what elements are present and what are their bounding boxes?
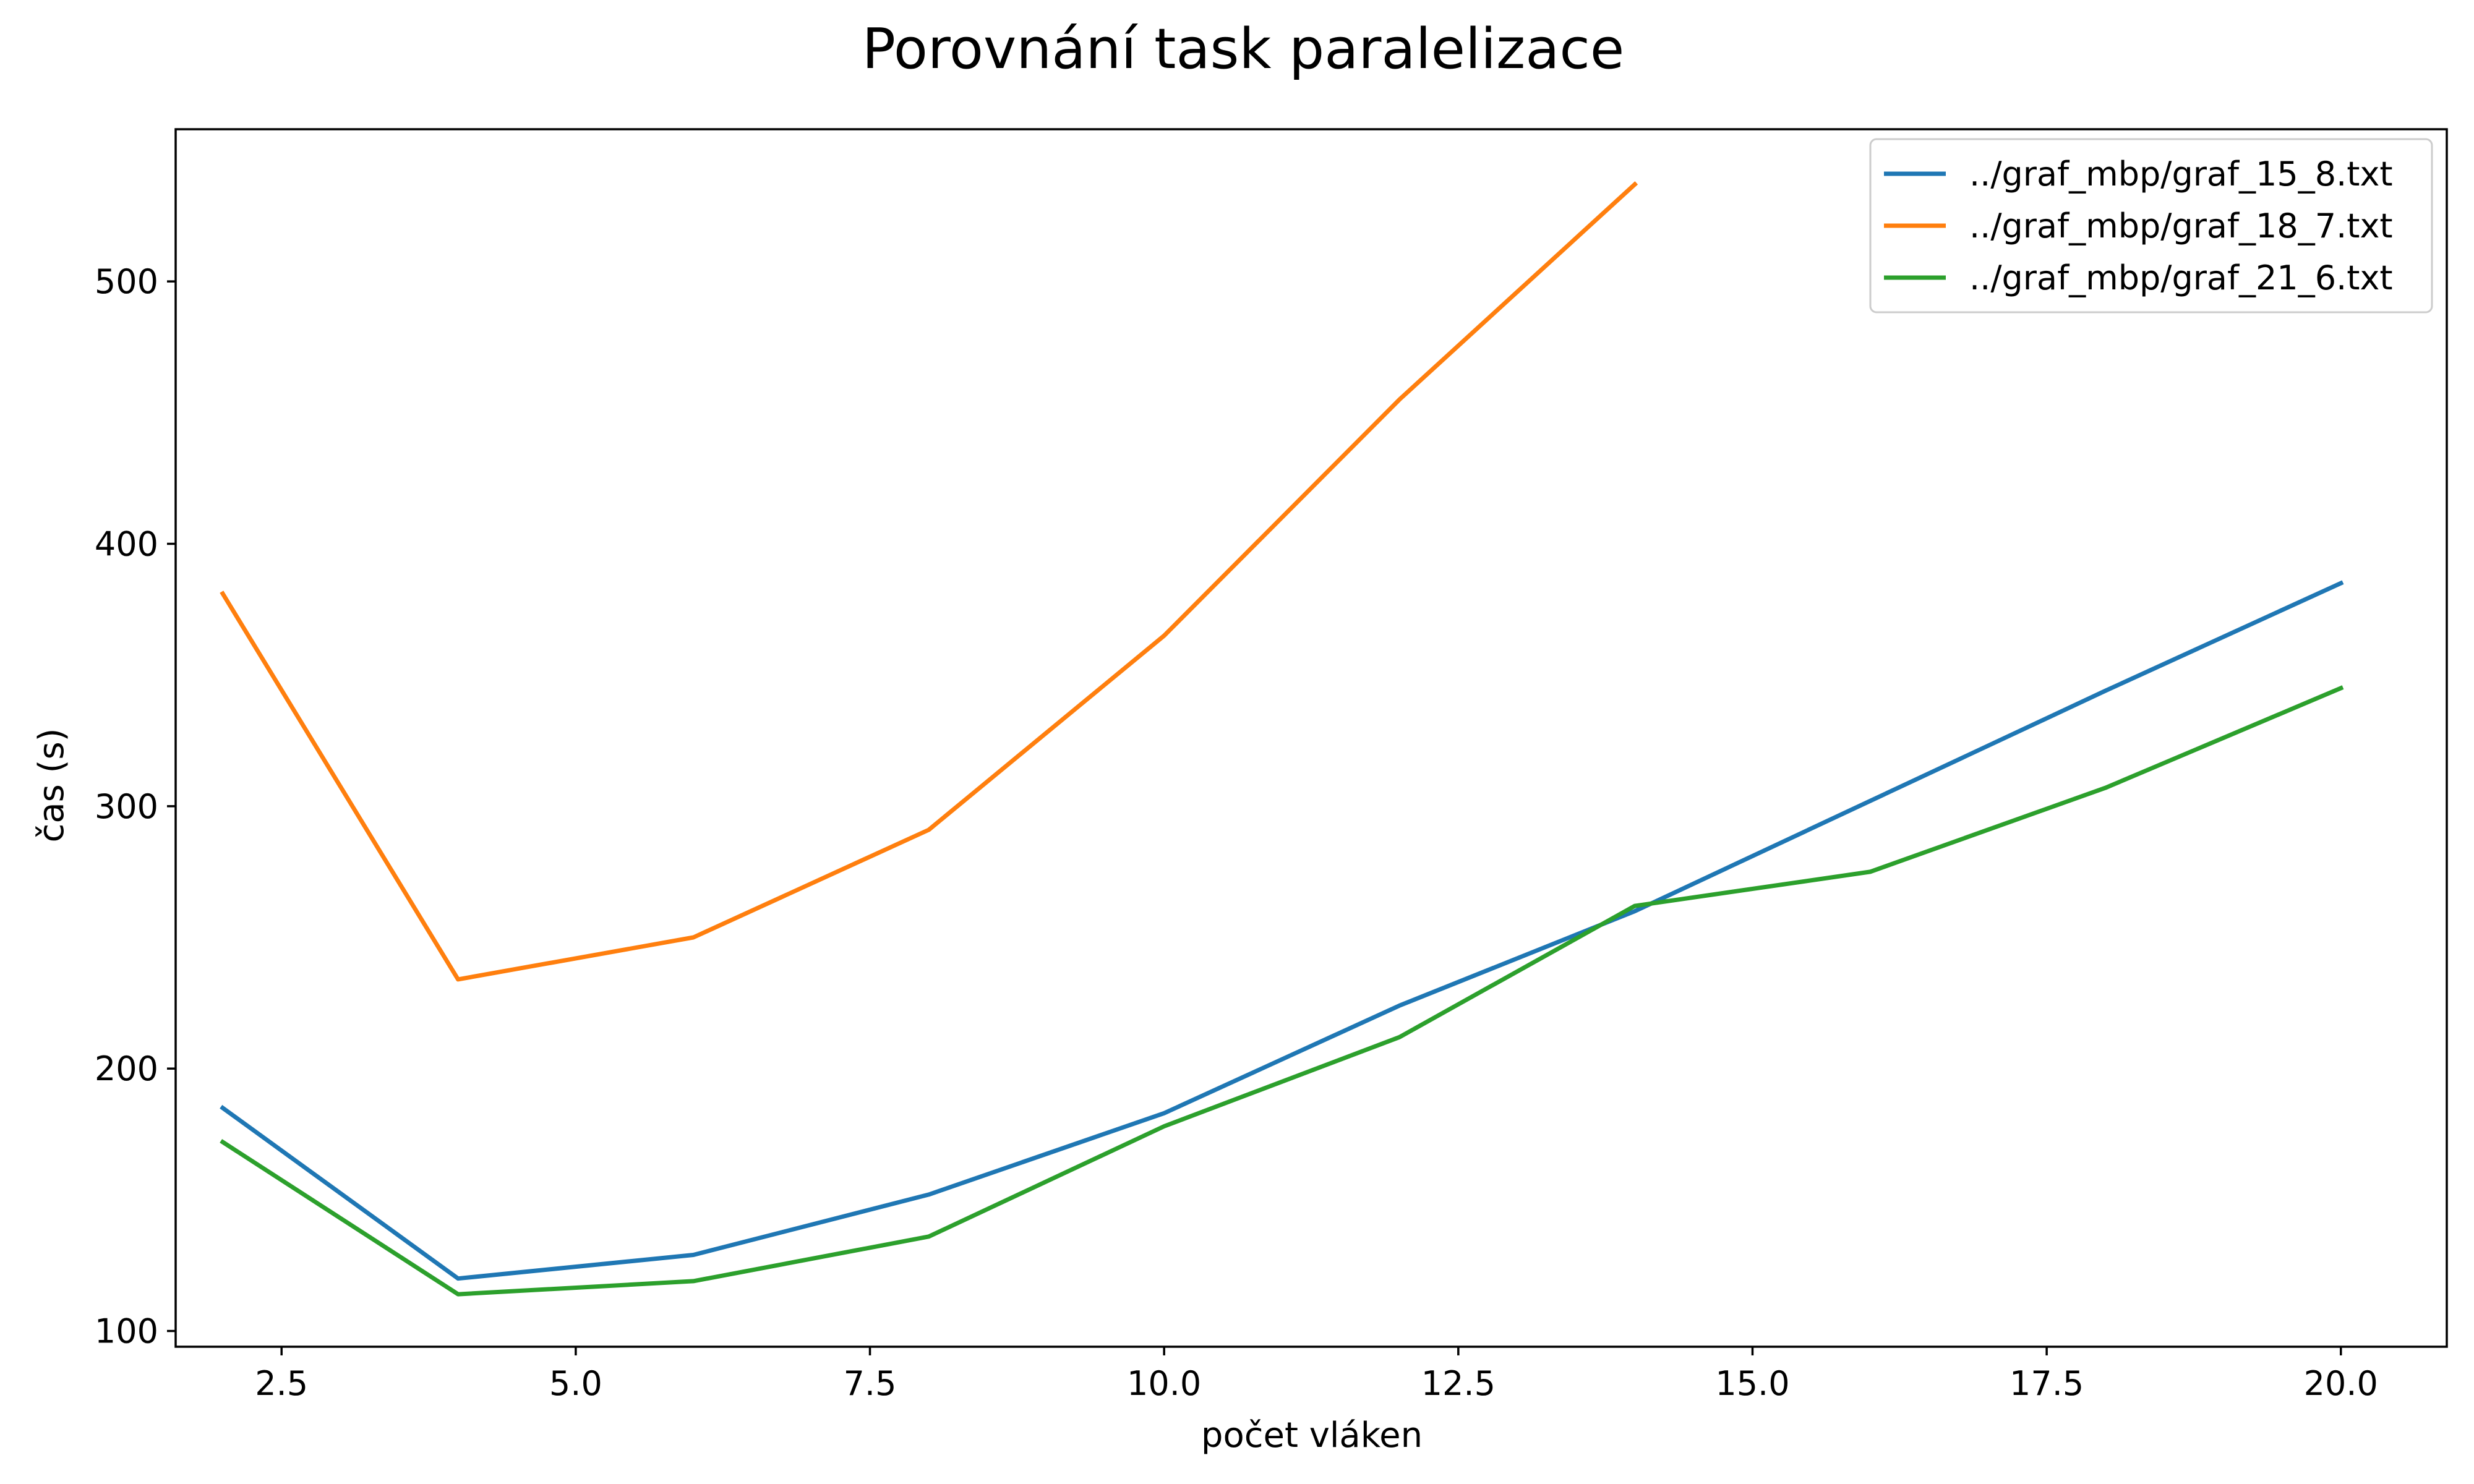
- x-tick-label: 15.0: [1715, 1364, 1789, 1403]
- legend: ../graf_mbp/graf_15_8.txt ../graf_mbp/gra…: [1869, 138, 2433, 313]
- legend-box: [1869, 138, 2433, 313]
- series-line-2: [220, 181, 1638, 982]
- x-tick-label: 12.5: [1421, 1364, 1496, 1403]
- series-line-3: [220, 685, 2344, 1297]
- y-tick-label: 100: [95, 1312, 158, 1351]
- x-tick-label: 7.5: [844, 1364, 897, 1403]
- legend-label-1: ../graf_mbp/graf_15_8.txt: [1969, 155, 2393, 194]
- y-axis-label: čas (s): [32, 728, 72, 843]
- legend-label-2: ../graf_mbp/graf_18_7.txt: [1969, 207, 2393, 245]
- legend-label-3: ../graf_mbp/graf_21_6.txt: [1969, 258, 2393, 297]
- plot-area: 2.5 5.0 7.5 10.0 12.5 15.0 17.5 20.0 100 200 300 40…: [95, 128, 2448, 1403]
- x-tick-label: 20.0: [2304, 1364, 2378, 1403]
- series-line-1: [220, 580, 2344, 1281]
- x-axis-label: počet vláken: [1201, 1415, 1423, 1456]
- x-tick-label: 2.5: [255, 1364, 308, 1403]
- x-tick-label: 10.0: [1127, 1364, 1201, 1403]
- y-tick-label: 200: [95, 1049, 158, 1088]
- y-tick-label: 500: [95, 262, 158, 301]
- x-tick-label: 5.0: [549, 1364, 602, 1403]
- y-tick-label: 300: [95, 787, 158, 826]
- chart-title: Porovnání task paralelizace: [862, 17, 1624, 82]
- x-tick-label: 17.5: [2010, 1364, 2084, 1403]
- plot-frame: [174, 128, 2448, 1348]
- y-tick-label: 400: [95, 524, 158, 563]
